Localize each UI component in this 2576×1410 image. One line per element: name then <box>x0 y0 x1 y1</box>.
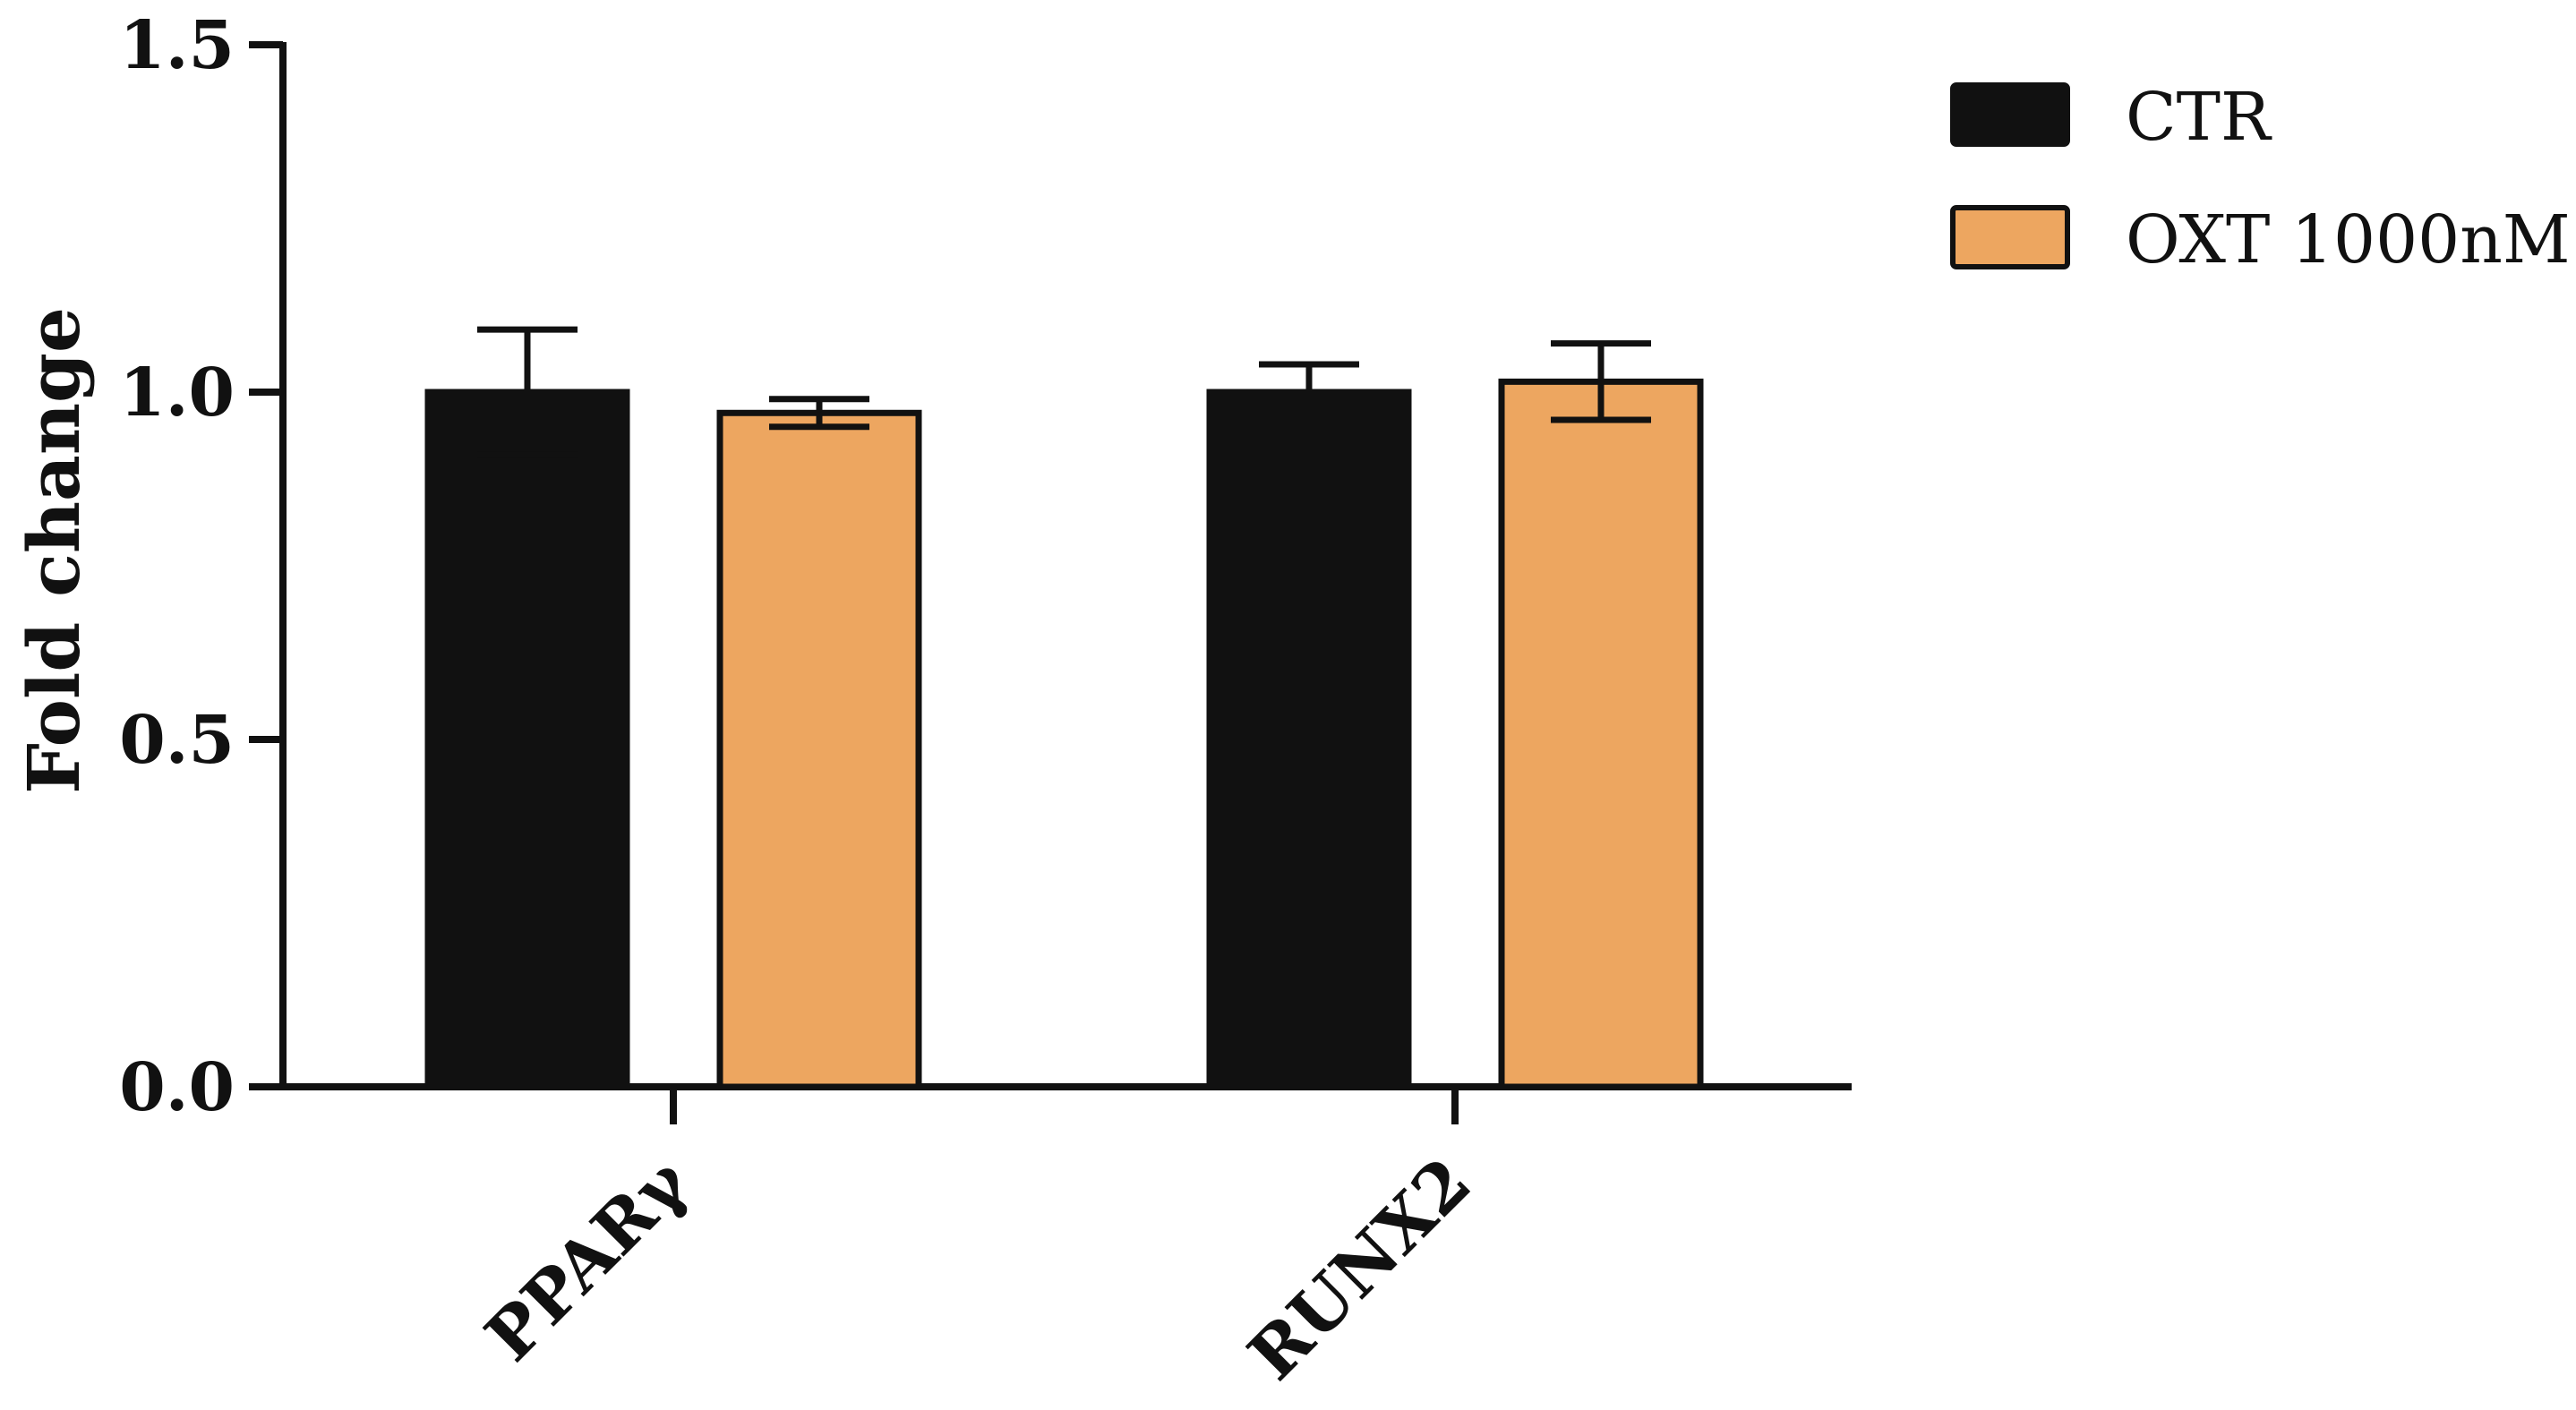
bar <box>424 389 630 1090</box>
legend-label-oxt: OXT 1000nM <box>2126 201 2571 278</box>
bar <box>1498 378 1704 1090</box>
y-tick-label: 0.5 <box>119 702 235 779</box>
error-bar <box>1259 361 1359 423</box>
legend-label-ctr: CTR <box>2126 79 2272 156</box>
y-tick-label: 0.0 <box>119 1049 235 1126</box>
x-category-label: PPARγ <box>470 1141 705 1376</box>
error-bar <box>477 326 578 458</box>
legend: CTR OXT 1000nM <box>1950 79 2571 278</box>
x-category-label: RUNX2 <box>1233 1142 1486 1396</box>
legend-swatch-oxt <box>1950 205 2070 269</box>
bar <box>716 409 922 1090</box>
legend-swatch-ctr <box>1950 82 2070 147</box>
y-axis-label: Fold change <box>12 307 96 794</box>
error-bar <box>769 396 869 431</box>
bars <box>424 378 1704 1090</box>
error-bars <box>477 326 1651 458</box>
y-tick-label: 1.0 <box>119 355 235 432</box>
y-tick-label: 1.5 <box>119 7 235 84</box>
error-bar <box>1551 340 1651 423</box>
bar <box>1206 389 1412 1090</box>
